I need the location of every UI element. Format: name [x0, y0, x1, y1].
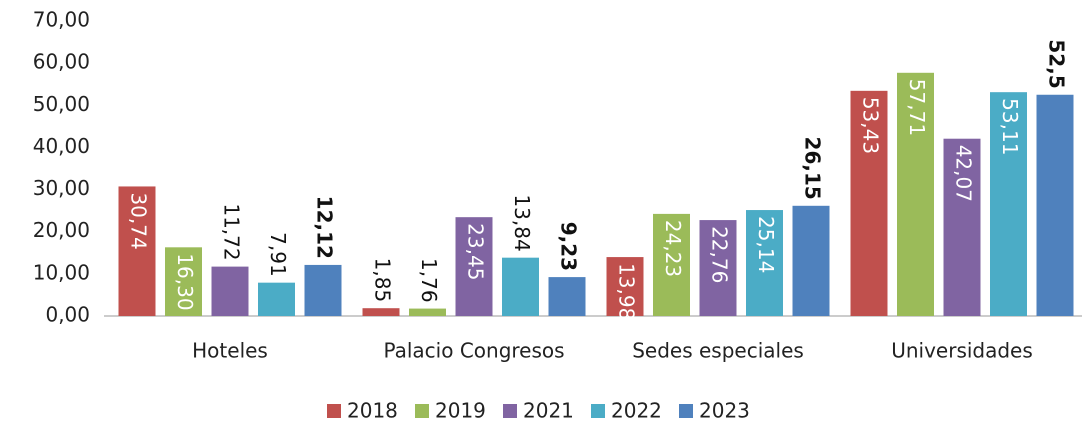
data-label: 9,23	[557, 222, 581, 271]
bar	[653, 213, 690, 316]
data-label: 26,15	[801, 137, 825, 200]
data-label: 13,98	[615, 263, 639, 320]
bar	[211, 266, 249, 316]
bar	[699, 220, 737, 316]
bar	[362, 308, 400, 316]
data-label: 24,23	[661, 220, 685, 277]
y-tick-label: 40,00	[33, 134, 90, 158]
data-label: 16,30	[173, 253, 197, 310]
bar	[792, 205, 830, 316]
legend-label: 2021	[523, 399, 574, 423]
legend-swatch	[591, 404, 605, 418]
legend-label: 2019	[435, 399, 486, 423]
data-label: 12,12	[313, 196, 337, 259]
data-label: 25,14	[754, 216, 778, 273]
bar	[258, 282, 295, 316]
data-label: 13,84	[510, 194, 534, 251]
bar	[990, 92, 1027, 316]
bar	[118, 186, 156, 316]
data-label: 11,72	[220, 203, 244, 260]
y-tick-label: 30,00	[33, 176, 90, 200]
bar	[746, 210, 783, 316]
bar	[897, 72, 934, 316]
data-label: 30,74	[127, 192, 151, 249]
data-label: 42,07	[952, 145, 976, 202]
data-label: 23,45	[464, 223, 488, 280]
bar	[943, 138, 981, 316]
bar	[502, 257, 539, 316]
legend-swatch	[415, 404, 429, 418]
bar	[1036, 94, 1074, 316]
y-tick-label: 0,00	[45, 303, 90, 327]
legend-swatch	[679, 404, 693, 418]
bar	[304, 264, 342, 316]
bar	[165, 247, 202, 316]
data-label: 1,76	[417, 258, 441, 303]
bar	[850, 90, 888, 316]
x-tick-label: Sedes especiales	[632, 339, 804, 363]
data-label: 52,5	[1045, 39, 1069, 88]
x-tick-label: Palacio Congresos	[383, 339, 564, 363]
legend-label: 2018	[347, 399, 398, 423]
x-tick-label: Hoteles	[192, 339, 268, 363]
legend-swatch	[327, 404, 341, 418]
bar	[409, 308, 446, 316]
y-tick-label: 60,00	[33, 50, 90, 74]
y-tick-label: 20,00	[33, 218, 90, 242]
data-label: 22,76	[708, 226, 732, 283]
bar	[548, 277, 586, 316]
y-tick-label: 50,00	[33, 92, 90, 116]
data-label: 53,43	[859, 97, 883, 154]
data-label: 7,91	[266, 232, 290, 277]
y-tick-label: 10,00	[33, 260, 90, 284]
y-tick-label: 70,00	[33, 8, 90, 32]
legend-swatch	[503, 404, 517, 418]
x-tick-label: Universidades	[891, 339, 1033, 363]
data-label: 1,85	[371, 258, 395, 303]
legend-label: 2022	[611, 399, 662, 423]
bar	[606, 257, 644, 316]
data-label: 57,71	[905, 79, 929, 136]
bar	[455, 217, 493, 316]
legend-label: 2023	[699, 399, 750, 423]
data-label: 53,11	[998, 98, 1022, 155]
